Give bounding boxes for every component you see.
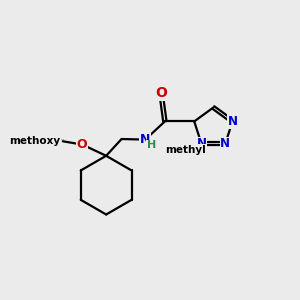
Text: methyl: methyl — [165, 145, 206, 155]
Text: N: N — [140, 133, 150, 146]
Text: O: O — [156, 86, 167, 100]
Text: H: H — [147, 140, 156, 150]
Text: methoxy: methoxy — [58, 139, 65, 140]
Text: O: O — [76, 138, 87, 151]
Text: methoxy: methoxy — [10, 136, 61, 146]
Text: N: N — [227, 115, 238, 128]
Text: N: N — [196, 137, 206, 150]
Text: N: N — [220, 137, 230, 150]
Text: methyl: methyl — [184, 150, 189, 151]
